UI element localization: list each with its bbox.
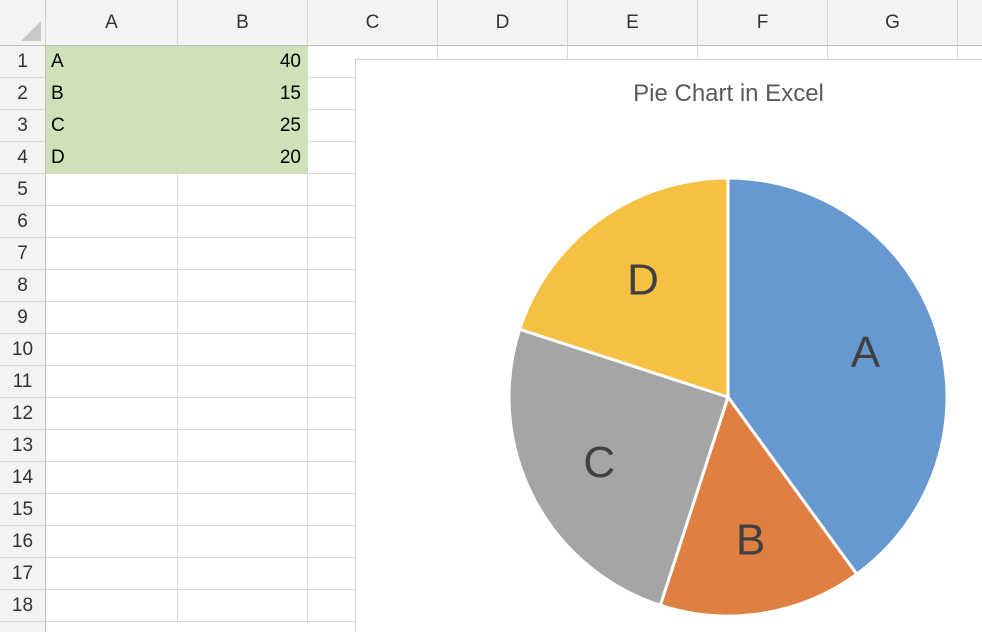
cell-a14[interactable] [46,462,178,494]
cell-b17[interactable] [178,558,308,590]
pie-label-d: D [627,256,659,305]
column-header-d[interactable]: D [438,0,568,46]
row-header-13[interactable]: 13 [0,430,46,462]
cell-a6[interactable] [46,206,178,238]
cell-a15[interactable] [46,494,178,526]
cell-a16[interactable] [46,526,178,558]
row-header-12[interactable]: 12 [0,398,46,430]
row-header-9[interactable]: 9 [0,302,46,334]
cell-b3[interactable]: 25 [178,110,308,142]
row-header-5[interactable]: 5 [0,174,46,206]
cell-b15[interactable] [178,494,308,526]
chart-title: Pie Chart in Excel [633,80,824,107]
cell-a18[interactable] [46,590,178,622]
select-all-corner[interactable] [0,0,46,46]
cell-b1[interactable]: 40 [178,46,308,78]
column-header-b[interactable]: B [178,0,308,46]
column-header-partial[interactable] [958,0,982,46]
row-header-6[interactable]: 6 [0,206,46,238]
pie-slice-c[interactable] [507,327,730,608]
row-header-partial[interactable] [0,622,46,632]
cell-b14[interactable] [178,462,308,494]
cell-a12[interactable] [46,398,178,430]
column-header-e[interactable]: E [568,0,698,46]
pie-slice-b[interactable] [658,393,859,618]
cell-a1[interactable]: A [46,46,178,78]
column-header-c[interactable]: C [308,0,438,46]
cell-a2[interactable]: B [46,78,178,110]
pie-slice-d[interactable] [517,176,730,400]
column-header-g[interactable]: G [828,0,958,46]
cell-b5[interactable] [178,174,308,206]
cell-a7[interactable] [46,238,178,270]
pie-chart-plot: A B C D [507,176,949,618]
cell-b9[interactable] [178,302,308,334]
pie-slice-a[interactable] [726,176,949,577]
cell-b8[interactable] [178,270,308,302]
cell-a9[interactable] [46,302,178,334]
cell-a17[interactable] [46,558,178,590]
cell-b6[interactable] [178,206,308,238]
column-header-a[interactable]: A [46,0,178,46]
pie-label-b: B [736,515,765,564]
cell-a4[interactable]: D [46,142,178,174]
pie-chart[interactable]: Pie Chart in Excel A B C D [355,59,982,632]
row-header-4[interactable]: 4 [0,142,46,174]
cell-b12[interactable] [178,398,308,430]
row-header-10[interactable]: 10 [0,334,46,366]
column-header-f[interactable]: F [698,0,828,46]
cell-b10[interactable] [178,334,308,366]
cell-b11[interactable] [178,366,308,398]
cell-b16[interactable] [178,526,308,558]
row-header-2[interactable]: 2 [0,78,46,110]
row-header-3[interactable]: 3 [0,110,46,142]
row-header-15[interactable]: 15 [0,494,46,526]
pie-label-c: C [583,438,615,487]
pie-label-a: A [851,328,881,377]
row-header-16[interactable]: 16 [0,526,46,558]
row-header-1[interactable]: 1 [0,46,46,78]
row-header-14[interactable]: 14 [0,462,46,494]
cell-b2[interactable]: 15 [178,78,308,110]
cell-a10[interactable] [46,334,178,366]
row-header-11[interactable]: 11 [0,366,46,398]
cell-a5[interactable] [46,174,178,206]
cell-b4[interactable]: 20 [178,142,308,174]
row-header-18[interactable]: 18 [0,590,46,622]
cell-a3[interactable]: C [46,110,178,142]
row-header-7[interactable]: 7 [0,238,46,270]
select-all-triangle-icon [21,21,41,41]
cell-a11[interactable] [46,366,178,398]
row-header-17[interactable]: 17 [0,558,46,590]
cell-b7[interactable] [178,238,308,270]
cell-b18[interactable] [178,590,308,622]
cell-a8[interactable] [46,270,178,302]
row-header-8[interactable]: 8 [0,270,46,302]
cell-b13[interactable] [178,430,308,462]
cell-a13[interactable] [46,430,178,462]
